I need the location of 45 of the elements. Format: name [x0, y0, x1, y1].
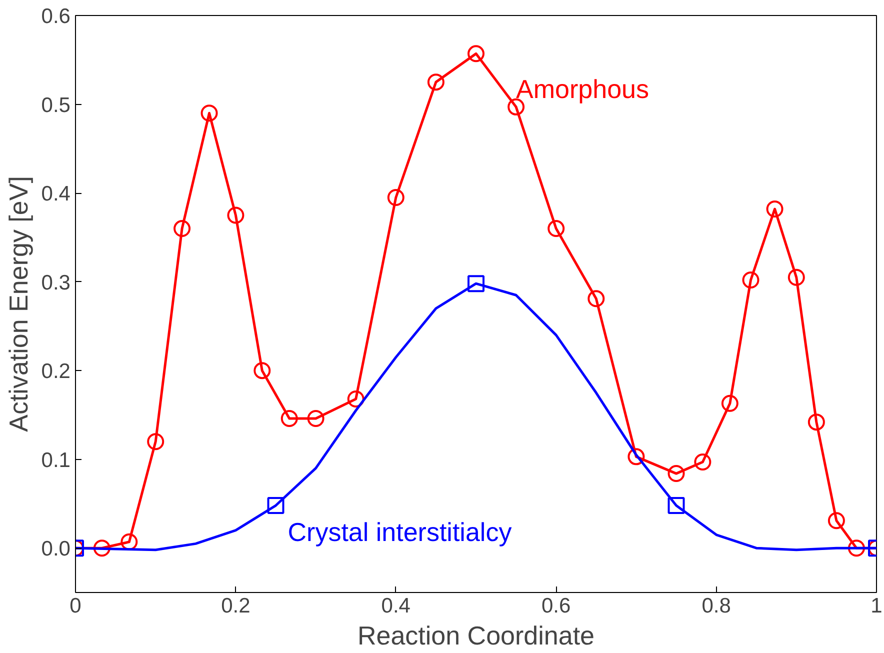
point [628, 448, 645, 466]
point [808, 414, 825, 431]
point [668, 497, 685, 514]
x-tick-label: 0.4 [381, 594, 411, 618]
point [387, 188, 404, 206]
point [347, 390, 364, 408]
point [742, 272, 760, 289]
x-axis-title: Reaction Coordinate [357, 620, 595, 650]
x-tick-label: 0.8 [702, 594, 731, 618]
point [227, 206, 244, 224]
point [468, 45, 484, 62]
x-tick-label: 0.2 [221, 594, 250, 618]
point [788, 268, 805, 286]
point [588, 290, 605, 308]
y-tick-label: 0.4 [41, 182, 71, 206]
point [174, 220, 191, 238]
point [828, 512, 845, 530]
point [766, 200, 784, 218]
point [120, 533, 138, 550]
point [254, 362, 271, 380]
point [548, 220, 565, 238]
point [468, 275, 484, 292]
point [200, 104, 218, 122]
point [848, 540, 865, 557]
y-tick-label: 0.5 [41, 94, 71, 117]
point [280, 410, 298, 427]
series-label: Crystal interstitialcy [288, 517, 512, 548]
point [267, 497, 284, 514]
point [307, 410, 324, 427]
point [694, 454, 712, 470]
series-label: Amorphous [516, 74, 650, 104]
point [668, 465, 685, 482]
x-tick-label: 0.6 [542, 594, 571, 618]
y-tick-label: 0.6 [41, 5, 71, 28]
y-tick-label: 0.0 [41, 538, 71, 561]
x-tick-label: 0 [70, 594, 82, 618]
y-tick-label: 0.1 [41, 448, 71, 472]
y-tick-label: 0.3 [41, 271, 71, 294]
point [721, 394, 738, 412]
point [427, 74, 444, 91]
x-tick-label: 1 [870, 594, 882, 618]
point [93, 540, 110, 557]
point [147, 433, 164, 450]
y-axis-title: Activation Energy [eV] [3, 176, 34, 432]
y-tick-label: 0.2 [41, 360, 71, 384]
